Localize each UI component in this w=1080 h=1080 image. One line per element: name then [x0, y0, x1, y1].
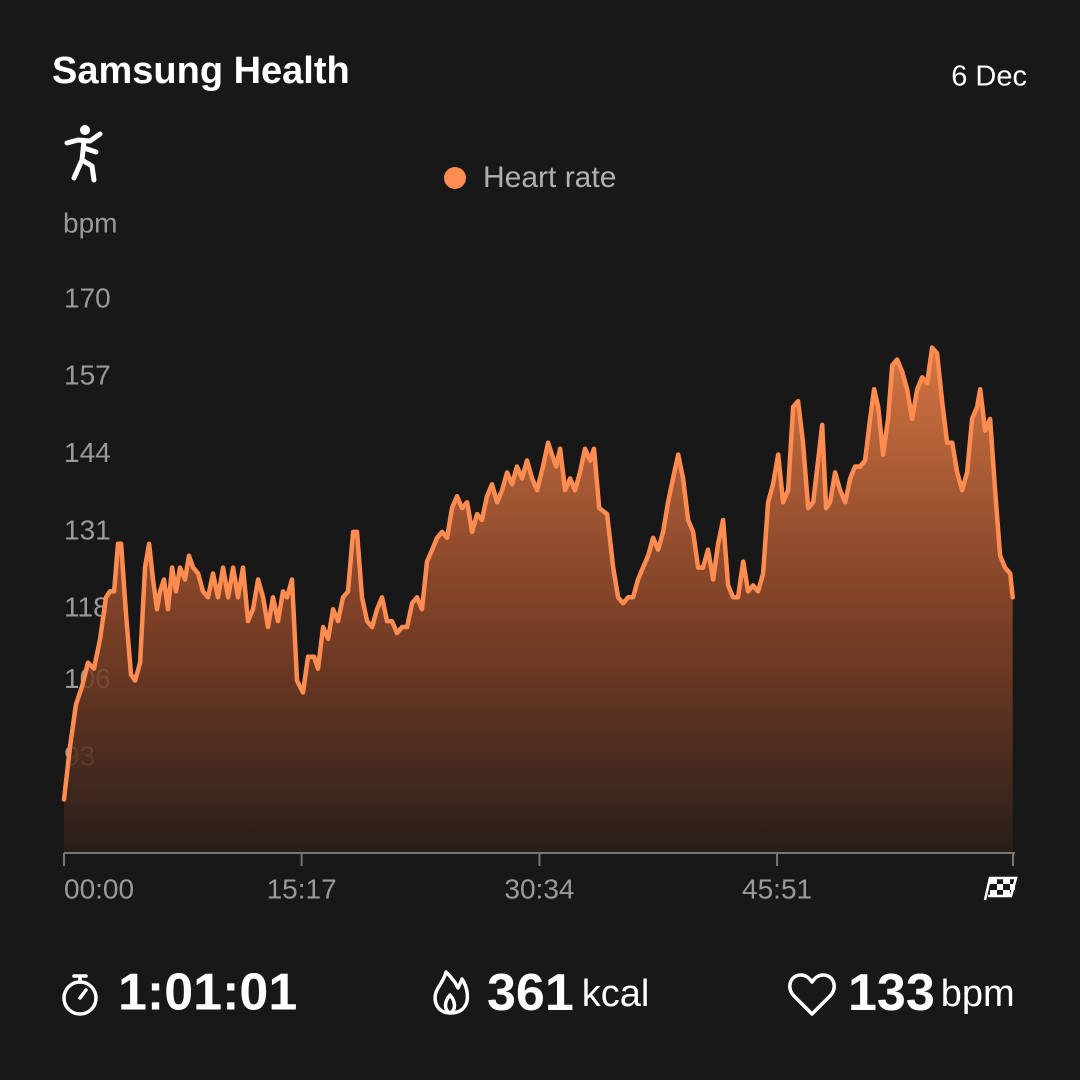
heart-rate-unit: bpm: [941, 973, 1015, 1015]
legend-marker: [444, 167, 466, 189]
y-tick-label: 131: [64, 514, 111, 545]
calories: 361 kcal: [487, 964, 649, 1022]
avg-heart-rate: 133 bpm: [848, 964, 1015, 1022]
y-tick-label: 144: [64, 437, 111, 468]
heart-icon: [788, 973, 836, 1016]
calories-unit: kcal: [582, 973, 650, 1015]
y-axis-label: bpm: [63, 207, 117, 238]
date: 6 Dec: [951, 61, 1027, 93]
activity-icon: [64, 125, 103, 183]
x-tick-label: 45:51: [742, 873, 812, 904]
line: [61, 345, 1015, 802]
heart-rate-value: 133: [848, 964, 935, 1022]
x-tick-label: 00:00: [64, 873, 134, 904]
duration: 1:01:01: [118, 964, 297, 1022]
y-tick-label: 170: [64, 282, 111, 313]
y-tick-label: 157: [64, 360, 111, 391]
finish-icon: [983, 876, 1018, 901]
calories-value: 361: [487, 964, 574, 1022]
legend-label: Heart rate: [483, 161, 616, 194]
calorie-icon: [433, 970, 470, 1015]
x-tick-label: 30:34: [504, 873, 574, 904]
app-title: Samsung Health: [52, 50, 350, 92]
x-tick-label: 15:17: [267, 873, 337, 904]
timer-icon: [62, 974, 98, 1016]
